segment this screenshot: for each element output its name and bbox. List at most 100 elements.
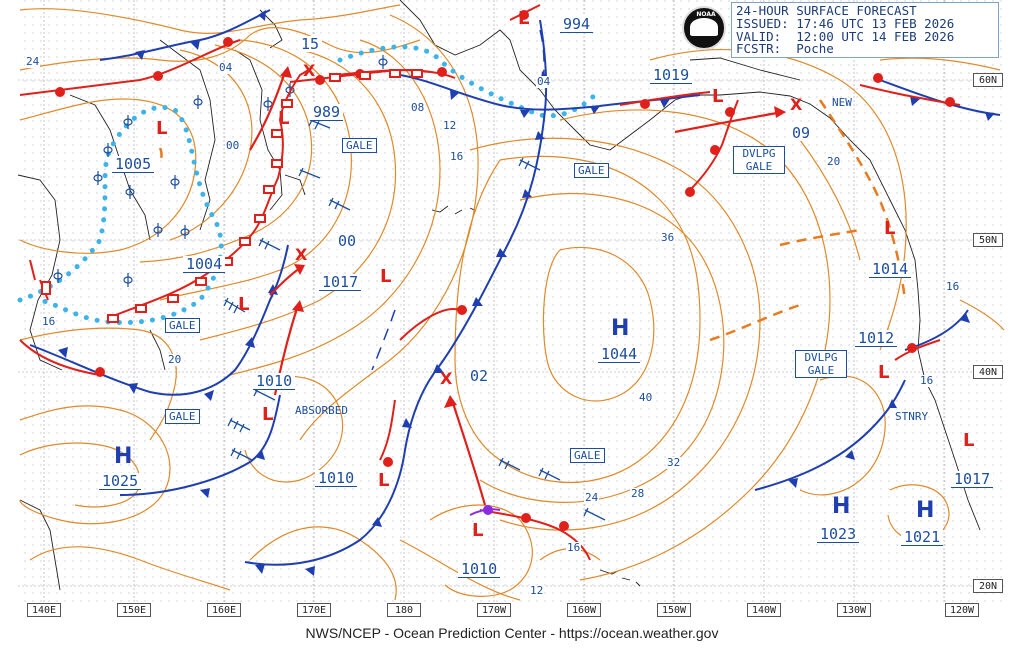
isobar-label: 24 [25,55,41,68]
isobar-label: 08 [410,101,426,114]
isobar-label: 00 [225,139,241,152]
lon-label: 160E [207,603,241,617]
high-pressure-value: 1044 [598,346,641,363]
low-pressure-symbol: L [262,404,274,425]
noaa-logo-text: NOAA [696,11,716,18]
low-pressure-symbol: L [472,520,484,541]
svg-text:X: X [303,61,316,80]
lat-label: 50N [973,233,1003,247]
forecast-title-box: 24-HOUR SURFACE FORECAST ISSUED: 17:46 U… [731,2,999,58]
lon-label: 150E [117,603,151,617]
low-pressure-value: 1019 [650,67,693,84]
isobar-label: 40 [638,391,654,404]
footer-credit: NWS/NCEP - Ocean Prediction Center - htt… [305,625,719,641]
isobar-label: 16 [449,150,465,163]
stationary-note: STNRY [895,410,929,423]
low-pressure-symbol: L [378,470,390,491]
lon-label: 130W [837,603,871,617]
trough-blue [371,29,545,371]
isobar-label: 20 [167,353,183,366]
low-pressure-value: 994 [560,16,594,33]
isobar-label: 36 [660,231,676,244]
developing-gale-warning: DVLPG GALE [733,146,785,174]
high-pressure-symbol: H [114,444,133,469]
lon-label: 140E [27,603,61,617]
forecast-hour-label: 09 [789,125,814,141]
low-pressure-symbol: L [518,8,530,29]
ice-edge [17,44,603,326]
low-pressure-symbol: L [878,362,890,383]
valid-line: VALID: 12:00 UTC 14 FEB 2026 [736,28,955,44]
title-line: 24-HOUR SURFACE FORECAST [736,3,917,18]
isobar-label: 20 [826,155,842,168]
low-pressure-symbol: L [963,430,975,451]
isobar-label: 16 [566,541,582,554]
svg-text:X: X [790,95,803,114]
isobar-label: 32 [666,456,682,469]
low-pressure-value: 1010 [315,470,358,487]
high-pressure-value: 1023 [817,526,860,543]
isobar-label: 04 [536,75,552,88]
low-pressure-symbol: L [884,218,896,239]
gale-warning: GALE [342,138,377,153]
isobar-label: 16 [919,374,935,387]
isobar-label: 04 [218,61,234,74]
noaa-logo: NOAA [682,6,726,50]
high-pressure-symbol: H [916,498,935,523]
forecast-positions: X X X X [295,61,803,388]
low-pressure-value: 1014 [869,261,912,278]
forecaster-line: FCSTR: Poche [736,41,834,57]
troughs [158,99,907,342]
low-pressure-value: 1004 [183,256,226,273]
low-pressure-value: 1005 [112,156,155,173]
isobar-label: 16 [945,280,961,293]
low-pressure-value: 1010 [458,561,501,578]
lat-label: 40N [973,365,1003,379]
forecast-hour-label: 02 [467,368,492,384]
lat-label: 60N [973,73,1003,87]
low-pressure-symbol: L [156,118,168,139]
isobar-label: 12 [529,584,545,597]
issued-line: ISSUED: 17:46 UTC 13 FEB 2026 [736,15,955,31]
gale-wind-barbs [223,117,606,521]
new-note: NEW [832,96,852,109]
forecast-hour-label: 15 [298,36,323,52]
gale-warning: GALE [165,409,200,424]
absorbed-note: ABSORBED [295,404,348,417]
occluded-front [469,505,501,516]
high-pressure-symbol: H [611,316,630,341]
high-pressure-value: 1021 [901,529,944,546]
low-pressure-value: 1012 [855,330,898,347]
developing-gale-warning: DVLPG GALE [795,350,847,378]
lon-label: 170W [477,603,511,617]
grid-background [18,0,1004,603]
gale-warning: GALE [574,163,609,178]
lon-label: 160W [567,603,601,617]
lon-label: 180 [387,603,421,617]
gale-warning: GALE [570,448,605,463]
high-pressure-symbol: H [832,494,851,519]
warm-front-bumps [55,10,955,531]
lon-label: 170E [297,603,331,617]
low-pressure-symbol: L [712,86,724,107]
forecast-hour-label: 00 [335,233,360,249]
high-pressure-value: 1025 [99,473,142,490]
low-pressure-value: 1017 [319,274,362,291]
lat-label: 20N [973,579,1003,593]
low-pressure-value: 1017 [951,471,994,488]
lon-label: 120W [945,603,979,617]
low-pressure-symbol: L [380,266,392,287]
coastlines [17,0,981,591]
svg-text:X: X [440,369,453,388]
ice-accretion-boxes [41,69,423,323]
gale-warning: GALE [165,318,200,333]
isobar-label: 28 [630,487,646,500]
svg-text:X: X [295,245,308,264]
isobar-label: 24 [584,491,600,504]
low-pressure-symbol: L [278,108,290,129]
lon-label: 150W [657,603,691,617]
low-pressure-value: 989 [310,104,344,121]
cold-front-triangles [58,10,995,576]
lon-label: 140W [747,603,781,617]
